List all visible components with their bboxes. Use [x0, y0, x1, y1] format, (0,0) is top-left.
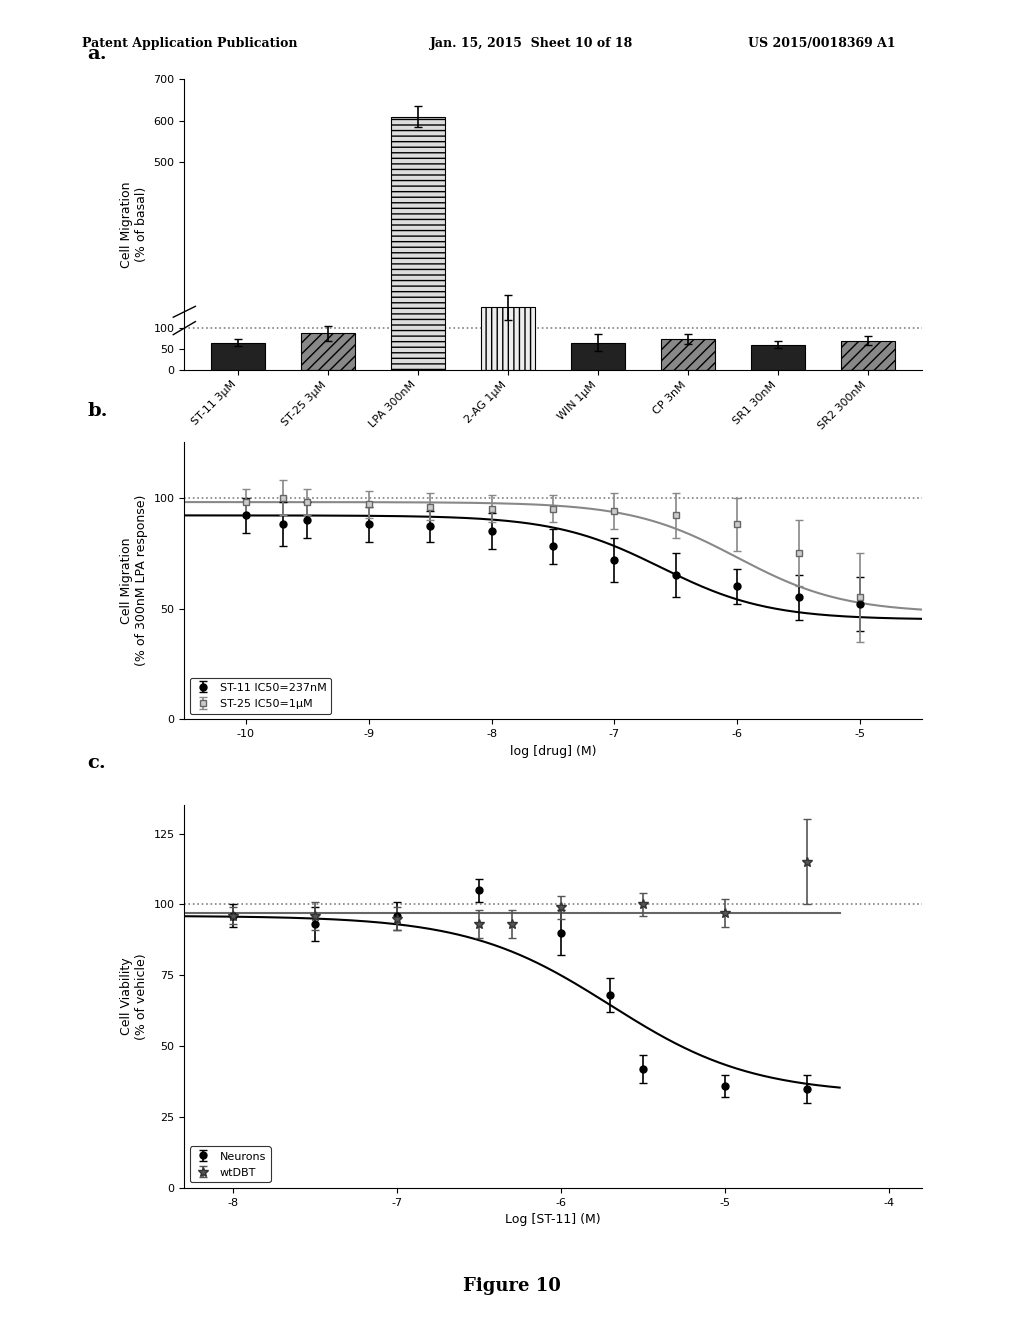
Text: Jan. 15, 2015  Sheet 10 of 18: Jan. 15, 2015 Sheet 10 of 18 [430, 37, 633, 50]
Bar [301, 333, 355, 370]
X-axis label: log [drug] (M): log [drug] (M) [510, 744, 596, 758]
Bar [391, 116, 445, 370]
Text: US 2015/0018369 A1: US 2015/0018369 A1 [748, 37, 895, 50]
Bar [751, 345, 805, 370]
Bar [660, 339, 715, 370]
Bar [481, 308, 535, 370]
Text: Patent Application Publication: Patent Application Publication [82, 37, 297, 50]
Bar [211, 343, 265, 370]
Legend: ST-11 IC50=237nM, ST-25 IC50=1μM: ST-11 IC50=237nM, ST-25 IC50=1μM [189, 678, 331, 714]
Text: b.: b. [87, 401, 108, 420]
Text: a.: a. [87, 45, 106, 63]
Y-axis label: Cell Migration
(% of 300nM LPA response): Cell Migration (% of 300nM LPA response) [120, 495, 148, 667]
Text: c.: c. [87, 754, 105, 772]
Bar [841, 341, 895, 370]
Bar [571, 343, 625, 370]
Y-axis label: Cell Viability
(% of vehicle): Cell Viability (% of vehicle) [120, 953, 147, 1040]
X-axis label: Log [ST-11] (M): Log [ST-11] (M) [505, 1213, 601, 1226]
Y-axis label: Cell Migration
(% of basal): Cell Migration (% of basal) [120, 181, 147, 268]
Text: Figure 10: Figure 10 [463, 1276, 561, 1295]
Legend: Neurons, wtDBT: Neurons, wtDBT [189, 1147, 270, 1183]
